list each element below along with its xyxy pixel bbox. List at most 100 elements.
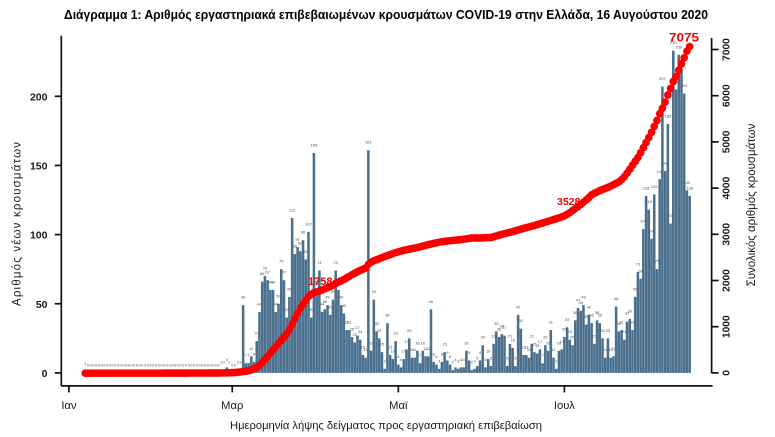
svg-text:38: 38 xyxy=(573,310,578,315)
svg-text:Ιαν: Ιαν xyxy=(61,400,77,412)
svg-text:7000: 7000 xyxy=(722,38,733,61)
svg-text:31: 31 xyxy=(549,320,554,325)
svg-text:12: 12 xyxy=(426,346,431,351)
svg-text:70: 70 xyxy=(263,266,268,271)
svg-text:0: 0 xyxy=(171,362,174,367)
svg-text:24: 24 xyxy=(568,329,573,334)
svg-text:1: 1 xyxy=(84,361,87,366)
svg-text:44: 44 xyxy=(274,302,279,307)
svg-text:86: 86 xyxy=(293,243,298,248)
svg-text:42: 42 xyxy=(516,304,521,309)
svg-text:7: 7 xyxy=(245,353,248,358)
svg-text:230: 230 xyxy=(675,44,682,49)
svg-text:11: 11 xyxy=(410,347,415,352)
svg-text:Συνολικός αριθμός κρουσμάτων: Συνολικός αριθμός κρουσμάτων xyxy=(746,123,758,286)
svg-text:11: 11 xyxy=(609,347,614,352)
svg-text:47: 47 xyxy=(576,297,581,302)
svg-text:6: 6 xyxy=(435,354,438,359)
svg-text:112: 112 xyxy=(289,208,296,213)
svg-text:35: 35 xyxy=(584,314,589,319)
svg-text:18: 18 xyxy=(510,338,515,343)
svg-text:0: 0 xyxy=(160,362,163,367)
svg-text:17: 17 xyxy=(538,339,543,344)
svg-text:Αριθμός νέων κρουσμάτων: Αριθμός νέων κρουσμάτων xyxy=(12,142,24,306)
svg-text:23: 23 xyxy=(255,331,260,336)
svg-text:0: 0 xyxy=(147,362,150,367)
svg-text:26: 26 xyxy=(497,326,502,331)
svg-text:0: 0 xyxy=(90,362,93,367)
svg-text:74: 74 xyxy=(317,260,322,265)
svg-text:33: 33 xyxy=(565,317,570,322)
svg-text:7: 7 xyxy=(542,353,545,358)
svg-text:46: 46 xyxy=(323,299,328,304)
svg-text:0: 0 xyxy=(166,362,169,367)
svg-text:0: 0 xyxy=(207,362,210,367)
svg-text:17: 17 xyxy=(404,339,409,344)
svg-text:Μαρ: Μαρ xyxy=(221,400,243,412)
svg-text:0: 0 xyxy=(106,362,109,367)
svg-text:0: 0 xyxy=(42,368,48,380)
svg-text:88: 88 xyxy=(298,241,303,246)
svg-text:11: 11 xyxy=(413,347,418,352)
svg-text:53: 53 xyxy=(372,289,377,294)
svg-text:16: 16 xyxy=(415,340,420,345)
svg-text:0: 0 xyxy=(109,362,112,367)
svg-text:0: 0 xyxy=(114,362,117,367)
svg-text:0: 0 xyxy=(136,362,139,367)
svg-text:10: 10 xyxy=(486,349,491,354)
svg-text:38: 38 xyxy=(595,310,600,315)
svg-text:67: 67 xyxy=(265,270,270,275)
svg-text:146: 146 xyxy=(662,160,669,165)
svg-text:0: 0 xyxy=(141,362,144,367)
svg-text:30: 30 xyxy=(617,321,622,326)
svg-text:36: 36 xyxy=(598,313,603,318)
svg-text:1758: 1758 xyxy=(308,276,332,288)
svg-text:0: 0 xyxy=(130,362,133,367)
svg-text:30: 30 xyxy=(494,321,499,326)
svg-text:25: 25 xyxy=(407,328,412,333)
svg-text:30: 30 xyxy=(374,321,379,326)
svg-text:1000: 1000 xyxy=(722,315,733,338)
svg-text:0: 0 xyxy=(103,362,106,367)
svg-text:0: 0 xyxy=(144,362,147,367)
svg-text:207: 207 xyxy=(659,76,666,81)
svg-text:0: 0 xyxy=(87,362,90,367)
svg-text:0: 0 xyxy=(169,362,172,367)
svg-text:96: 96 xyxy=(301,230,306,235)
svg-text:Μαϊ: Μαϊ xyxy=(389,400,408,412)
svg-text:50: 50 xyxy=(36,299,48,311)
svg-text:48: 48 xyxy=(614,296,619,301)
svg-text:159: 159 xyxy=(311,143,318,148)
svg-text:4000: 4000 xyxy=(722,176,733,199)
svg-text:82: 82 xyxy=(304,249,309,254)
svg-text:2: 2 xyxy=(237,360,240,365)
svg-text:0: 0 xyxy=(117,362,120,367)
svg-text:49: 49 xyxy=(581,295,586,300)
svg-text:10: 10 xyxy=(391,349,396,354)
svg-text:74: 74 xyxy=(333,260,338,265)
svg-text:39: 39 xyxy=(628,308,633,313)
svg-text:21: 21 xyxy=(530,333,535,338)
svg-text:49: 49 xyxy=(241,295,246,300)
svg-text:25: 25 xyxy=(606,328,611,333)
svg-text:55: 55 xyxy=(633,286,638,291)
svg-text:0: 0 xyxy=(722,370,733,376)
svg-text:15: 15 xyxy=(442,342,447,347)
svg-text:2: 2 xyxy=(228,360,231,365)
svg-text:0: 0 xyxy=(218,362,221,367)
svg-text:4: 4 xyxy=(463,357,466,362)
svg-text:42: 42 xyxy=(328,304,333,309)
svg-text:16: 16 xyxy=(369,340,374,345)
svg-text:104: 104 xyxy=(640,219,647,224)
svg-text:16: 16 xyxy=(421,340,426,345)
svg-text:22: 22 xyxy=(353,332,358,337)
svg-text:44: 44 xyxy=(320,302,325,307)
svg-text:0: 0 xyxy=(185,362,188,367)
svg-text:16: 16 xyxy=(464,340,469,345)
svg-text:21: 21 xyxy=(592,333,597,338)
svg-text:91: 91 xyxy=(295,237,300,242)
svg-text:15: 15 xyxy=(532,342,537,347)
svg-text:0: 0 xyxy=(120,362,123,367)
svg-text:0: 0 xyxy=(212,362,215,367)
svg-text:28: 28 xyxy=(500,324,505,329)
